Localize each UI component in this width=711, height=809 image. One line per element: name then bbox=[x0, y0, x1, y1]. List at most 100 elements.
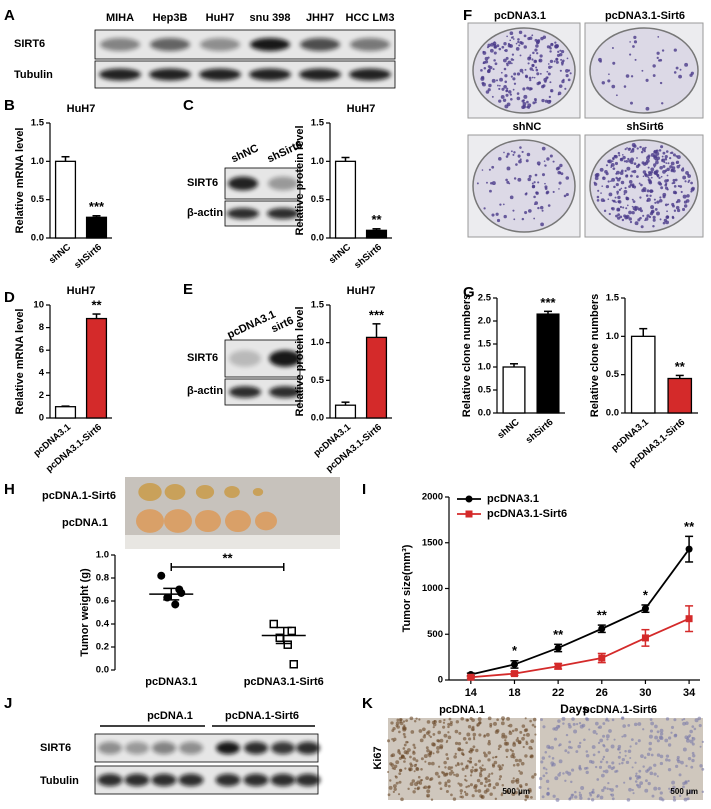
colony bbox=[565, 74, 569, 78]
nucleus bbox=[418, 718, 421, 721]
colony bbox=[628, 185, 631, 189]
colony bbox=[531, 34, 534, 37]
band bbox=[199, 68, 241, 81]
nucleus bbox=[487, 783, 492, 788]
nucleus bbox=[571, 768, 575, 772]
colony bbox=[486, 181, 488, 184]
nucleus bbox=[390, 763, 395, 767]
nucleus bbox=[627, 723, 631, 727]
colony bbox=[654, 207, 658, 211]
colony bbox=[521, 99, 525, 103]
nucleus bbox=[460, 716, 465, 721]
colony bbox=[665, 215, 670, 220]
colony bbox=[659, 196, 662, 199]
bar bbox=[667, 377, 693, 414]
colony bbox=[513, 72, 517, 76]
nucleus bbox=[635, 772, 638, 775]
colony bbox=[655, 151, 660, 156]
nucleus bbox=[447, 766, 452, 771]
nucleus bbox=[519, 785, 523, 789]
tumor bbox=[255, 511, 277, 531]
nucleus bbox=[538, 786, 542, 790]
chart-title: HuH7 bbox=[67, 285, 96, 297]
nucleus bbox=[432, 722, 437, 727]
nucleus bbox=[621, 757, 625, 762]
x-tick-label: 14 bbox=[465, 687, 478, 699]
nucleus bbox=[436, 739, 440, 743]
y-tick-label: 500 bbox=[427, 629, 443, 640]
nucleus bbox=[505, 748, 509, 753]
bar bbox=[630, 335, 656, 414]
colony bbox=[676, 208, 681, 213]
nucleus bbox=[476, 724, 479, 727]
tumor bbox=[195, 485, 215, 499]
colony bbox=[676, 165, 680, 169]
panel-letter: D bbox=[4, 289, 15, 306]
colony bbox=[640, 183, 643, 187]
nucleus bbox=[483, 768, 487, 771]
colony bbox=[631, 198, 634, 201]
colony bbox=[506, 152, 510, 156]
nucleus bbox=[398, 780, 402, 784]
nucleus bbox=[570, 746, 573, 749]
nucleus bbox=[420, 767, 423, 771]
legend-label: pcDNA3.1 bbox=[487, 493, 539, 505]
nucleus bbox=[516, 763, 520, 767]
colony bbox=[605, 164, 609, 167]
nucleus bbox=[483, 751, 486, 755]
nucleus bbox=[442, 771, 446, 775]
y-tick-label: 0 bbox=[39, 413, 44, 424]
nucleus bbox=[539, 776, 543, 781]
nucleus bbox=[699, 764, 703, 768]
nucleus bbox=[404, 757, 407, 760]
nucleus bbox=[687, 735, 690, 739]
colony bbox=[476, 182, 479, 185]
colony bbox=[498, 84, 501, 87]
nucleus bbox=[478, 733, 482, 737]
nucleus bbox=[473, 738, 476, 741]
band bbox=[179, 741, 203, 755]
colony bbox=[502, 203, 505, 206]
band bbox=[296, 741, 320, 755]
nucleus bbox=[408, 768, 411, 771]
colony bbox=[601, 185, 604, 187]
nucleus bbox=[621, 761, 624, 765]
nucleus bbox=[604, 769, 609, 774]
colony bbox=[480, 76, 485, 81]
nucleus bbox=[642, 765, 645, 768]
nucleus bbox=[557, 773, 561, 777]
colony bbox=[688, 179, 691, 182]
nucleus bbox=[495, 782, 500, 787]
colony bbox=[513, 151, 516, 154]
colony bbox=[644, 217, 649, 221]
colony bbox=[487, 43, 491, 48]
colony bbox=[614, 196, 617, 199]
nucleus bbox=[464, 778, 467, 781]
colony bbox=[678, 74, 682, 79]
colony bbox=[537, 81, 541, 85]
colony bbox=[508, 90, 512, 94]
colony bbox=[645, 194, 649, 197]
nucleus bbox=[587, 797, 591, 801]
colony bbox=[673, 48, 677, 52]
nucleus bbox=[654, 735, 659, 740]
nucleus bbox=[394, 775, 397, 778]
point bbox=[641, 634, 649, 642]
colony bbox=[676, 155, 681, 159]
point bbox=[685, 615, 693, 623]
row-label: SIRT6 bbox=[187, 352, 218, 364]
nucleus bbox=[479, 773, 483, 778]
nucleus bbox=[545, 768, 548, 771]
nucleus bbox=[659, 728, 664, 733]
nucleus bbox=[453, 755, 457, 759]
colony bbox=[535, 191, 538, 194]
nucleus bbox=[545, 779, 550, 784]
nucleus bbox=[427, 752, 431, 756]
nucleus bbox=[649, 771, 654, 776]
colony bbox=[658, 176, 661, 180]
colony bbox=[493, 51, 497, 55]
nucleus bbox=[469, 757, 473, 760]
y-axis-label: Relative mRNA level bbox=[14, 128, 26, 234]
nucleus bbox=[409, 716, 414, 721]
nucleus bbox=[415, 759, 419, 763]
